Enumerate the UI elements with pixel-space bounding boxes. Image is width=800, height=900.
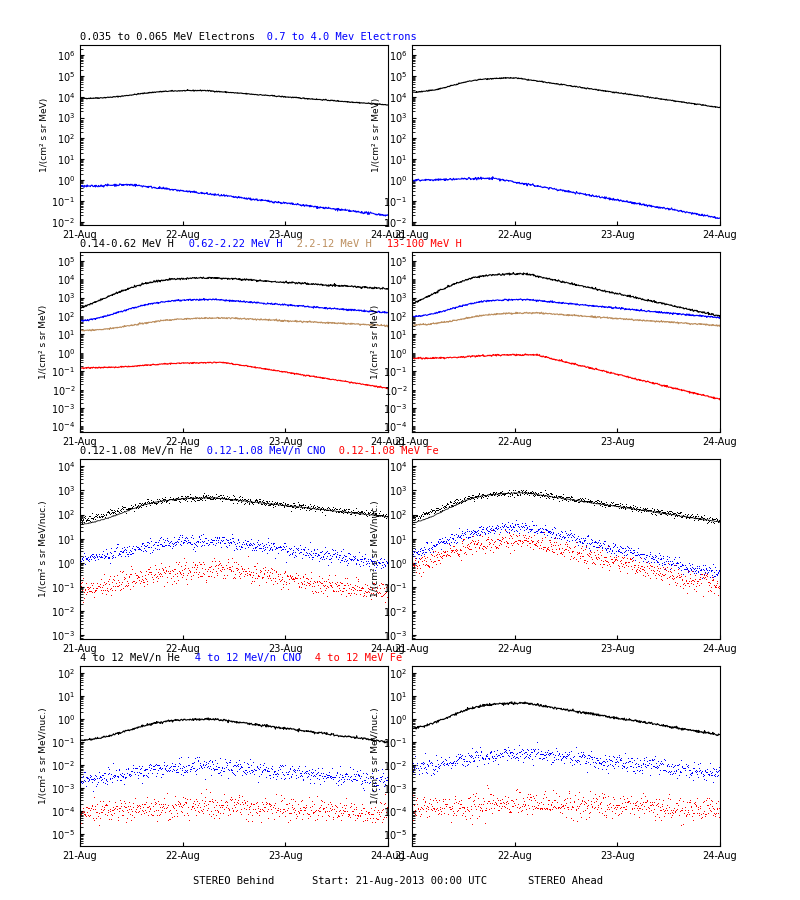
Y-axis label: 1/(cm² s sr MeV/nuc.): 1/(cm² s sr MeV/nuc.) — [371, 707, 380, 805]
Y-axis label: 1/(cm² s sr MeV/nuc.): 1/(cm² s sr MeV/nuc.) — [39, 500, 48, 598]
Y-axis label: 1/(cm² s sr MeV): 1/(cm² s sr MeV) — [39, 98, 49, 172]
Text: 0.62-2.22 MeV H: 0.62-2.22 MeV H — [170, 239, 282, 249]
Text: Start: 21-Aug-2013 00:00 UTC: Start: 21-Aug-2013 00:00 UTC — [313, 877, 487, 886]
Text: 4 to 12 MeV/n He: 4 to 12 MeV/n He — [80, 653, 180, 663]
Y-axis label: 1/(cm² s sr MeV): 1/(cm² s sr MeV) — [39, 305, 48, 379]
Text: 4 to 12 MeV/n CNO: 4 to 12 MeV/n CNO — [176, 653, 301, 663]
Text: 4 to 12 MeV Fe: 4 to 12 MeV Fe — [296, 653, 402, 663]
Text: 0.14-0.62 MeV H: 0.14-0.62 MeV H — [80, 239, 174, 249]
Text: 2.2-12 MeV H: 2.2-12 MeV H — [278, 239, 372, 249]
Text: 0.035 to 0.065 MeV Electrons: 0.035 to 0.065 MeV Electrons — [80, 32, 255, 42]
Y-axis label: 1/(cm² s sr MeV/nuc.): 1/(cm² s sr MeV/nuc.) — [371, 500, 380, 598]
Text: STEREO Behind: STEREO Behind — [194, 877, 274, 886]
Text: 13-100 MeV H: 13-100 MeV H — [368, 239, 462, 249]
Y-axis label: 1/(cm² s sr MeV/nuc.): 1/(cm² s sr MeV/nuc.) — [39, 707, 48, 805]
Text: 0.12-1.08 MeV/n He: 0.12-1.08 MeV/n He — [80, 446, 193, 456]
Y-axis label: 1/(cm² s sr MeV): 1/(cm² s sr MeV) — [371, 305, 380, 379]
Text: 0.12-1.08 MeV/n CNO: 0.12-1.08 MeV/n CNO — [188, 446, 326, 456]
Y-axis label: 1/(cm² s sr MeV): 1/(cm² s sr MeV) — [371, 98, 381, 172]
Text: 0.12-1.08 MeV Fe: 0.12-1.08 MeV Fe — [320, 446, 438, 456]
Text: 0.7 to 4.0 Mev Electrons: 0.7 to 4.0 Mev Electrons — [248, 32, 417, 42]
Text: STEREO Ahead: STEREO Ahead — [529, 877, 603, 886]
